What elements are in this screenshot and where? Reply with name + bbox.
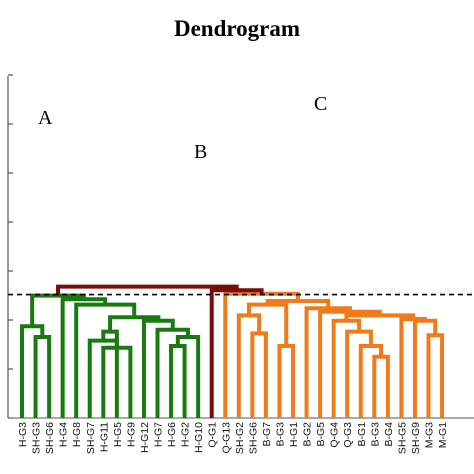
cluster-label-a: A [38,107,53,129]
leaf-label: B-G5 [315,422,327,447]
dendrogram-link [20,324,45,418]
chart-title: Dendrogram [173,16,301,41]
dendrogram-link [304,306,352,418]
leaf-label: SH-G7 [85,422,97,454]
leaf-label: SH-G6 [44,422,56,454]
leaf-label: H-G7 [153,422,165,447]
leaf-label: Q-G13 [220,422,232,454]
leaf-label: H-G6 [166,422,178,447]
leaf-label: H-G3 [17,422,29,447]
cluster-label-b: B [194,141,207,163]
y-axis [7,74,474,419]
dendrogram-link [169,344,187,418]
dendrogram-link [277,344,295,418]
leaf-label: H-G12 [139,422,151,453]
dendrogram-link [372,354,390,418]
leaf-label: SH-G6 [247,422,259,454]
leaf-label: B-G3 [369,422,381,447]
leaf-label: SH-G2 [234,422,246,454]
leaf-label: H-G10 [193,422,205,453]
cluster-label-c: C [314,93,327,115]
leaf-label: H-G2 [180,422,192,447]
leaf-label: B-G7 [261,422,273,447]
leaf-label: H-G1 [288,422,300,447]
leaf-label: H-G9 [125,422,137,447]
leaf-label: H-G4 [58,422,70,447]
dendrogram-link [318,309,382,418]
dendrogram-link [56,284,239,296]
leaf-label: SH-G9 [410,422,422,454]
leaf-label: SH-G5 [396,422,408,454]
leaf-label: M-G1 [437,422,449,448]
leaf-label: Q-G1 [207,422,219,448]
dendrogram-link [236,313,262,418]
dendrogram-link [33,335,52,418]
leaf-label: Q-G3 [342,422,354,448]
dendrogram-links [20,284,445,418]
leaf-labels: H-G3 SH-G3 SH-G6 H-G4 H-G8 SH-G7 H-G11 H-G5 H-G9… [17,422,449,454]
dendrogram-link [101,329,119,418]
leaf-label: H-G8 [71,422,83,447]
leaf-label: B-G4 [383,422,395,447]
leaf-label: M-G3 [424,422,436,448]
dendrogram-link [175,335,201,418]
cluster-labels: A B C [38,93,327,163]
dendrogram-link [426,333,445,418]
leaf-label: B-G3 [274,422,286,447]
dendrogram-link [250,331,268,418]
leaf-label: H-G5 [112,422,124,447]
leaf-label: H-G11 [98,422,110,452]
dendrogram-link [60,297,108,418]
leaf-label: Q-G4 [329,422,341,448]
leaf-label: B-G2 [302,422,314,447]
leaf-label: B-G1 [356,422,368,447]
leaf-label: SH-G3 [31,422,43,454]
